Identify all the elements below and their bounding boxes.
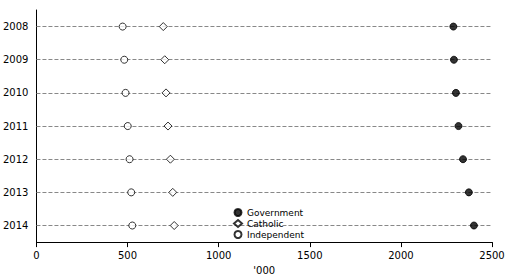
svg-text:2008: 2008 [3, 21, 28, 32]
svg-text:2500: 2500 [479, 250, 504, 261]
svg-text:2012: 2012 [3, 154, 28, 165]
svg-text:Independent: Independent [247, 230, 305, 240]
svg-text:2014: 2014 [3, 220, 28, 231]
svg-text:2011: 2011 [3, 121, 28, 132]
svg-text:2013: 2013 [3, 187, 28, 198]
svg-text:2009: 2009 [3, 54, 28, 65]
svg-text:500: 500 [118, 250, 137, 261]
svg-text:'000: '000 [253, 265, 275, 276]
svg-text:1500: 1500 [297, 250, 322, 261]
svg-text:Catholic: Catholic [247, 219, 284, 229]
svg-text:2010: 2010 [3, 87, 28, 98]
svg-text:1000: 1000 [206, 250, 231, 261]
svg-text:Government: Government [247, 208, 304, 218]
svg-text:0: 0 [33, 250, 39, 261]
svg-text:2000: 2000 [388, 250, 413, 261]
